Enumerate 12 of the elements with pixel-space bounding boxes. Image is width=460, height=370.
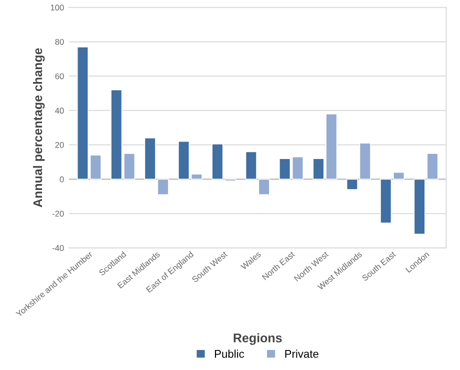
y-tick-label: 100 bbox=[50, 4, 64, 10]
y-tick-label: 60 bbox=[55, 73, 64, 80]
legend-label: Private bbox=[285, 350, 318, 358]
x-axis-title: Regions bbox=[234, 333, 282, 345]
y-tick-label: 0 bbox=[60, 176, 64, 182]
y-tick-label: -40 bbox=[52, 245, 64, 251]
y-tick-label: 80 bbox=[55, 38, 64, 45]
y-axis-title: Annual percentage change bbox=[32, 48, 45, 208]
y-tick-label: 20 bbox=[55, 142, 64, 148]
y-tick-label: -20 bbox=[52, 210, 64, 217]
legend-label: Public bbox=[214, 350, 244, 358]
y-tick-label: 40 bbox=[55, 108, 64, 114]
